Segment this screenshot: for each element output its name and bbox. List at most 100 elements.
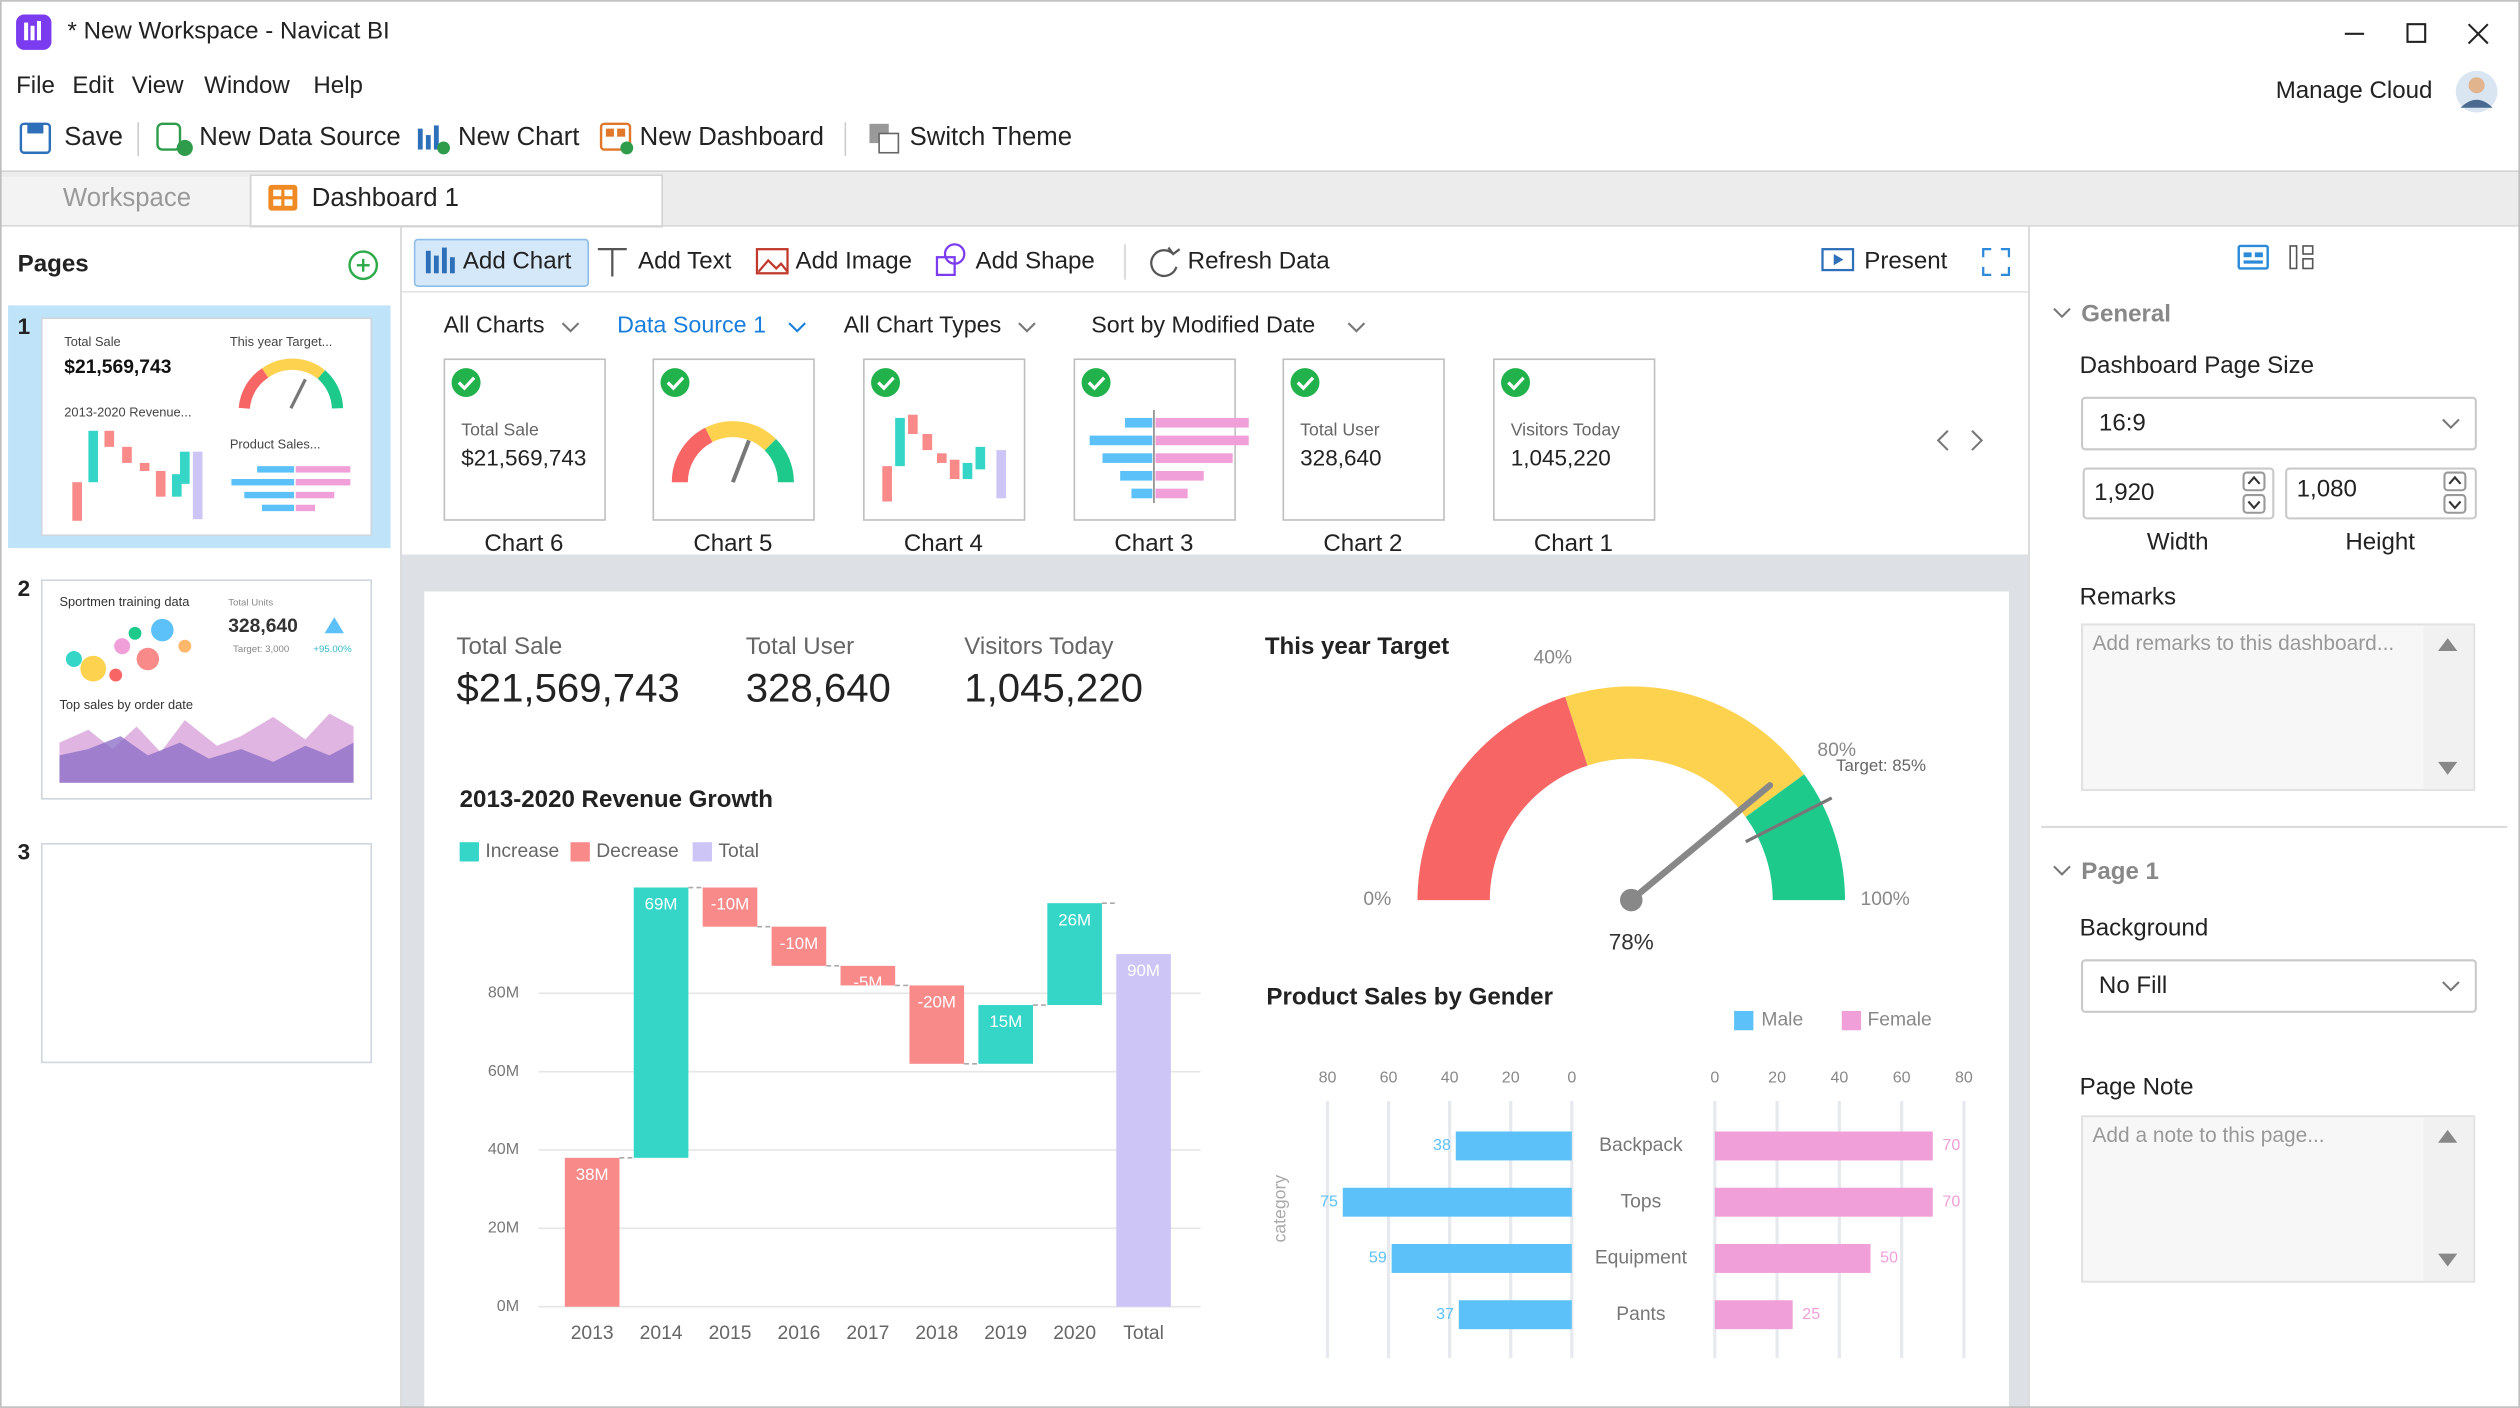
menu-item[interactable]: File: [16, 72, 55, 99]
property-controls[interactable]: [2081, 623, 2476, 792]
dashboard-toolbar-icons: [1821, 248, 1855, 272]
toolbar-button[interactable]: Save: [64, 123, 123, 151]
property-background-label: Background: [2080, 914, 2209, 941]
properties-panel-icons[interactable]: [2243, 252, 2252, 258]
property-width[interactable]: 1,920: [2094, 479, 2154, 506]
avatar[interactable]: [2460, 99, 2493, 108]
window-controls[interactable]: [2467, 23, 2489, 45]
status-icon: [877, 376, 895, 391]
dashboard-tab[interactable]: [249, 174, 663, 228]
property-controls[interactable]: [2081, 1115, 2476, 1283]
workspace-tab[interactable]: [0, 176, 250, 226]
filter-chevrons[interactable]: [1018, 322, 1036, 333]
property-controls[interactable]: [2041, 307, 2508, 1283]
filter-chevrons[interactable]: [788, 322, 806, 333]
property-controls[interactable]: [2247, 475, 2261, 510]
dashboard-toolbar-icons: [755, 248, 789, 275]
page-number[interactable]: 1: [18, 314, 31, 339]
account-link[interactable]: Manage Cloud: [2276, 77, 2433, 104]
filter[interactable]: Sort by Modified Date: [1091, 311, 1315, 337]
property-height[interactable]: 1,080: [2297, 476, 2357, 503]
window-controls[interactable]: [2406, 23, 2427, 43]
dashboard-tool[interactable]: Add Image: [796, 247, 913, 274]
properties-panel-icons[interactable]: [2243, 260, 2263, 264]
add-chart-button[interactable]: [413, 238, 590, 287]
property-controls[interactable]: [2053, 865, 2071, 876]
add-page-button[interactable]: [348, 250, 379, 281]
property-controls[interactable]: [2442, 418, 2460, 430]
chart-name[interactable]: Chart 5: [693, 530, 772, 557]
chart-name[interactable]: Chart 6: [484, 530, 563, 557]
chart-name[interactable]: Chart 4: [904, 530, 983, 557]
property-controls[interactable]: [2443, 494, 2467, 514]
property-controls[interactable]: [2242, 471, 2266, 492]
dashboard-tool[interactable]: Add Chart: [463, 247, 572, 274]
filter-chevrons[interactable]: [1347, 322, 1366, 333]
menu-item[interactable]: Edit: [72, 72, 114, 99]
properties-panel-icons[interactable]: [2237, 244, 2269, 270]
avatar[interactable]: [2455, 70, 2498, 113]
filter-chevrons[interactable]: [561, 322, 1984, 451]
property-controls[interactable]: [2448, 475, 2462, 510]
filter[interactable]: Data Source 1: [617, 311, 766, 337]
toolbar-icons: [425, 135, 431, 150]
property-remarks-placeholder[interactable]: Add remarks to this dashboard...: [2093, 632, 2395, 655]
properties-panel-icons[interactable]: [2302, 245, 2314, 255]
filter[interactable]: All Chart Types: [844, 311, 1002, 337]
property-controls[interactable]: [2081, 959, 2477, 1013]
property-controls[interactable]: [2053, 307, 2071, 319]
dashboard-tool[interactable]: Add Shape: [976, 247, 1095, 274]
properties-panel-icons[interactable]: [2289, 245, 2298, 270]
category-label: Backpack: [1599, 1135, 1683, 1156]
kpi-label: Total User: [746, 633, 854, 660]
tab[interactable]: Workspace: [63, 184, 191, 212]
properties-panel-icons[interactable]: [2254, 252, 2263, 258]
filter-chevrons[interactable]: [1971, 430, 1984, 451]
property-background[interactable]: No Fill: [2099, 972, 2167, 999]
preview-graphic: [1089, 435, 1153, 446]
property-page-section: Page 1: [2081, 858, 2159, 885]
chart-name[interactable]: Chart 3: [1114, 530, 1193, 557]
bar: [1116, 954, 1171, 1307]
filter[interactable]: All Charts: [444, 311, 545, 337]
toolbar-button[interactable]: New Chart: [458, 123, 579, 151]
filter-chevrons[interactable]: [1936, 430, 1949, 451]
chart-name[interactable]: Chart 1: [1534, 530, 1613, 557]
avatar[interactable]: [2468, 77, 2485, 94]
dashboard-tool[interactable]: Present: [1864, 247, 1947, 274]
property-controls[interactable]: [2442, 981, 2460, 992]
property-controls[interactable]: [2242, 494, 2266, 514]
page-number[interactable]: 2: [18, 576, 31, 601]
page-thumbnail[interactable]: [40, 843, 373, 1064]
property-page-note-placeholder[interactable]: Add a note to this page...: [2093, 1124, 2325, 1147]
property-page-size[interactable]: 16:9: [2099, 410, 2146, 437]
page-number[interactable]: 3: [18, 839, 31, 864]
toolbar-button[interactable]: New Dashboard: [640, 123, 824, 151]
property-controls[interactable]: [2082, 467, 2275, 520]
panel-title: Pages: [18, 251, 89, 278]
filter-chevrons[interactable]: [561, 322, 580, 333]
preview-graphic: [962, 462, 973, 479]
menu-item[interactable]: View: [132, 72, 184, 99]
value-label: -5M: [853, 973, 882, 992]
toolbar-button[interactable]: New Data Source: [199, 123, 400, 151]
property-controls[interactable]: [2081, 396, 2477, 451]
thumbnail-text: Top sales by order date: [59, 697, 193, 712]
properties-panel-icons[interactable]: [2237, 244, 2314, 270]
property-controls[interactable]: [2285, 467, 2477, 520]
page-thumbnail[interactable]: [40, 317, 373, 537]
properties-panel-icons[interactable]: [2302, 258, 2314, 270]
menu-item[interactable]: Window: [204, 72, 290, 99]
property-remarks-label: Remarks: [2080, 583, 2176, 610]
property-controls[interactable]: [2443, 471, 2467, 492]
menu-item[interactable]: Help: [313, 72, 363, 99]
preview-graphic: [1102, 453, 1153, 463]
window-controls[interactable]: [2344, 23, 2489, 45]
value-label: 15M: [989, 1012, 1022, 1031]
chart-name[interactable]: Chart 2: [1323, 530, 1402, 557]
toolbar-button[interactable]: Switch Theme: [910, 123, 1072, 151]
tab[interactable]: Dashboard 1: [312, 184, 459, 212]
dashboard-tool[interactable]: Add Text: [638, 247, 732, 274]
dashboard-tool[interactable]: Refresh Data: [1188, 247, 1331, 274]
add-page-button[interactable]: [348, 250, 379, 281]
